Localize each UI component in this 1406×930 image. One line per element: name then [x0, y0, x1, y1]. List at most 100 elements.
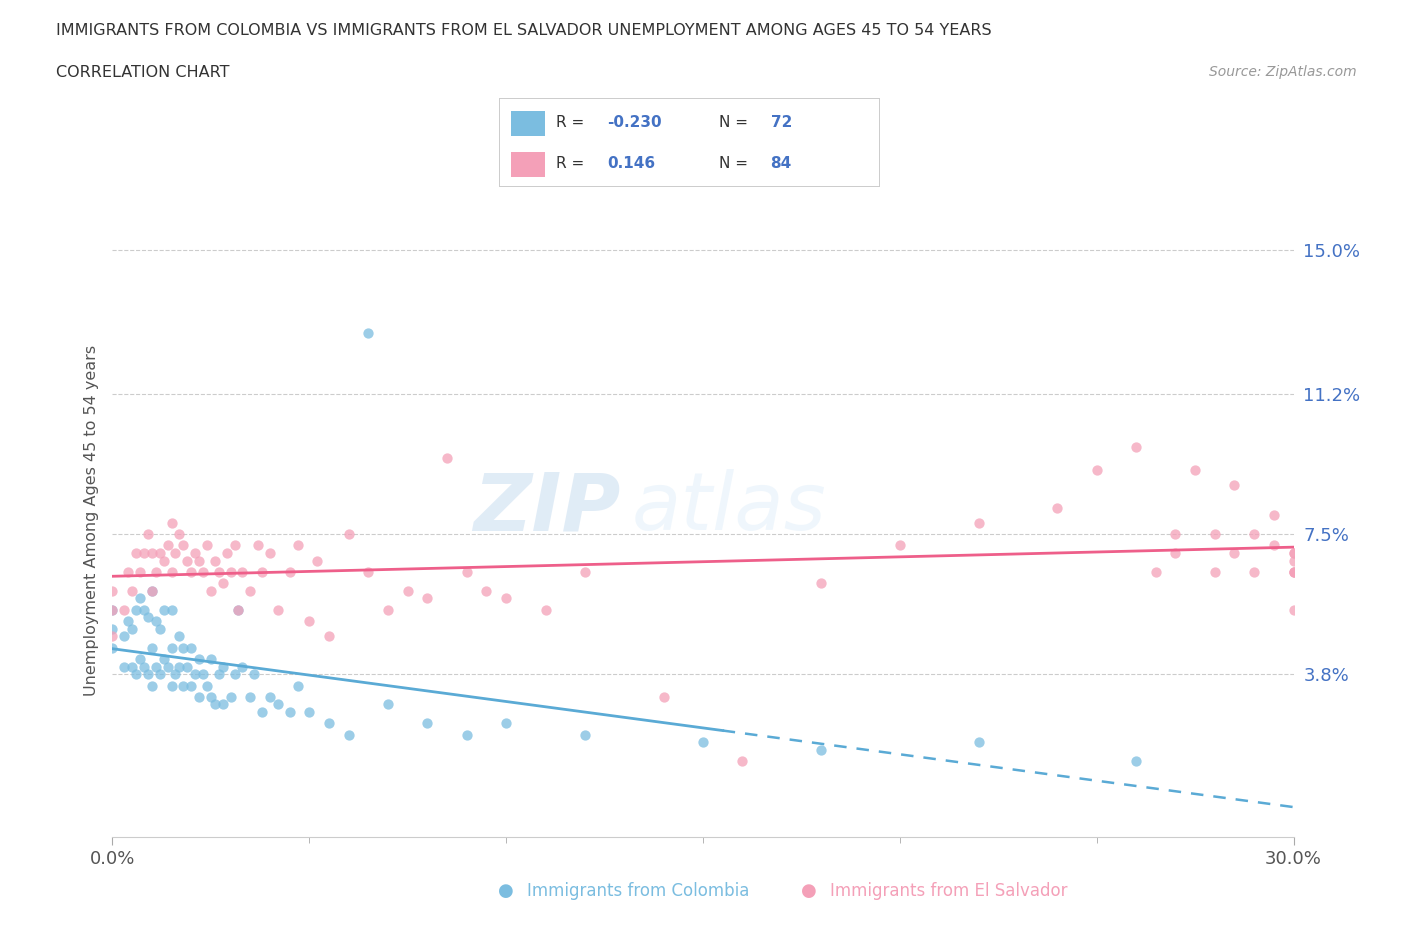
Point [132, 546, 155, 561]
Point [169, 629, 191, 644]
Point [125, 603, 148, 618]
Text: -0.230: -0.230 [607, 115, 662, 130]
Point [176, 553, 198, 568]
Point [165, 546, 187, 561]
Point [357, 326, 380, 340]
Point [172, 678, 194, 693]
Point [239, 689, 262, 704]
Point [188, 553, 211, 568]
Point [176, 659, 198, 674]
Point [239, 583, 262, 598]
Point [1282, 603, 1305, 618]
Point [495, 716, 517, 731]
Point [141, 678, 163, 693]
Point [156, 538, 179, 552]
Point [1164, 546, 1187, 561]
Point [1243, 565, 1265, 579]
Point [136, 526, 159, 541]
Point [228, 603, 250, 618]
Point [357, 565, 380, 579]
Point [121, 621, 143, 636]
Point [172, 640, 194, 655]
Point [132, 603, 155, 618]
Point [160, 678, 183, 693]
Point [145, 614, 167, 629]
Point [112, 603, 135, 618]
Point [224, 538, 246, 552]
Point [219, 689, 242, 704]
Point [132, 659, 155, 674]
Point [101, 640, 124, 655]
Point [1204, 565, 1226, 579]
Point [731, 754, 754, 769]
Point [101, 603, 124, 618]
Point [377, 697, 399, 711]
Point [1263, 538, 1285, 552]
Point [152, 603, 174, 618]
Point [129, 591, 152, 605]
Point [259, 546, 281, 561]
Point [149, 667, 172, 682]
Point [1223, 546, 1246, 561]
Point [1263, 508, 1285, 523]
Bar [510, 153, 544, 177]
Point [247, 538, 270, 552]
Point [228, 603, 250, 618]
Point [267, 603, 290, 618]
Point [152, 553, 174, 568]
Point [152, 652, 174, 667]
Text: R =: R = [557, 115, 585, 130]
Text: ●: ● [498, 882, 515, 900]
Y-axis label: Unemployment Among Ages 45 to 54 years: Unemployment Among Ages 45 to 54 years [83, 345, 98, 697]
Point [967, 515, 990, 530]
Point [211, 697, 233, 711]
Point [101, 629, 124, 644]
Point [967, 735, 990, 750]
Point [1282, 565, 1305, 579]
Point [188, 652, 211, 667]
Point [337, 526, 360, 541]
Point [145, 659, 167, 674]
Point [141, 583, 163, 598]
Point [141, 546, 163, 561]
Point [112, 659, 135, 674]
Point [692, 735, 714, 750]
Text: 84: 84 [770, 156, 792, 171]
Text: IMMIGRANTS FROM COLOMBIA VS IMMIGRANTS FROM EL SALVADOR UNEMPLOYMENT AMONG AGES : IMMIGRANTS FROM COLOMBIA VS IMMIGRANTS F… [56, 23, 991, 38]
Text: atlas: atlas [633, 469, 827, 547]
Point [278, 705, 301, 720]
Point [149, 546, 172, 561]
Point [195, 678, 218, 693]
Point [1282, 546, 1305, 561]
Point [1125, 440, 1147, 455]
Point [652, 689, 675, 704]
Point [1282, 565, 1305, 579]
Point [1204, 526, 1226, 541]
Point [169, 659, 191, 674]
Point [200, 689, 222, 704]
Point [141, 583, 163, 598]
Point [250, 705, 273, 720]
Point [377, 603, 399, 618]
Point [169, 526, 191, 541]
Point [117, 614, 139, 629]
Point [160, 603, 183, 618]
Point [149, 621, 172, 636]
Point [101, 621, 124, 636]
Point [287, 538, 309, 552]
Point [180, 678, 202, 693]
Text: R =: R = [557, 156, 585, 171]
Point [396, 583, 419, 598]
Point [298, 705, 321, 720]
Point [112, 629, 135, 644]
Point [160, 640, 183, 655]
Point [184, 546, 207, 561]
Point [318, 716, 340, 731]
Point [436, 451, 458, 466]
Point [475, 583, 498, 598]
Point [121, 659, 143, 674]
Point [191, 565, 214, 579]
Bar [510, 111, 544, 136]
Point [172, 538, 194, 552]
Point [191, 667, 214, 682]
